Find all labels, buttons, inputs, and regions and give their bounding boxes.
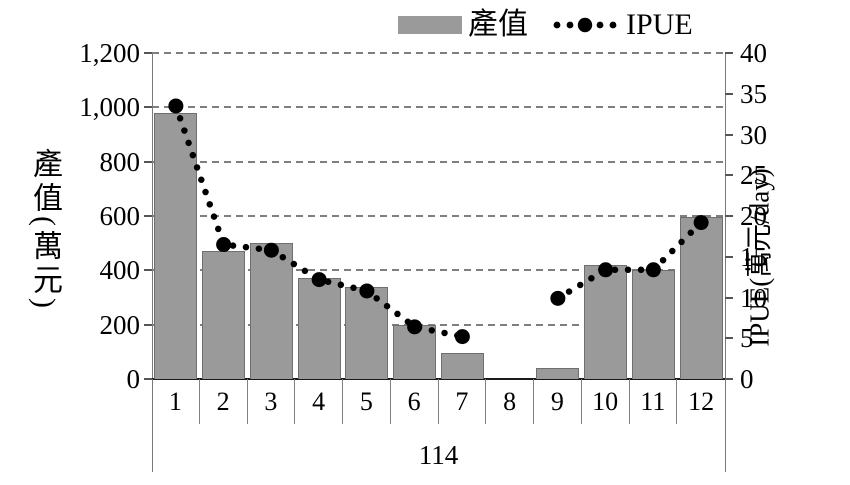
right-tick-mark <box>725 133 733 136</box>
plot-area <box>152 52 725 379</box>
bar-month-2 <box>202 251 246 379</box>
right-tick-mark <box>725 52 733 54</box>
right-tick-label: 20 <box>740 201 767 231</box>
right-tick-label: 40 <box>740 38 767 68</box>
left-tick-mark <box>144 269 152 272</box>
left-tick-mark <box>144 378 152 380</box>
right-tick-mark <box>725 215 733 217</box>
ipue-dotted-line <box>554 219 705 302</box>
ipue-marker-month-11 <box>645 262 661 278</box>
month-label-7: 7 <box>439 379 487 424</box>
legend: 產值 IPUE <box>398 6 693 44</box>
month-label-6: 6 <box>391 379 439 424</box>
right-tick-mark <box>725 92 733 95</box>
left-tick-label: 200 <box>99 309 141 340</box>
right-tick-mark <box>725 255 733 258</box>
bar-month-10 <box>584 264 628 379</box>
legend-line-marker-icon <box>553 17 617 33</box>
left-tick-mark <box>144 52 152 54</box>
bar-month-7 <box>440 353 484 379</box>
gridline <box>152 323 725 326</box>
left-tick-label: 1,000 <box>79 92 140 123</box>
legend-bar-label: 產值 <box>468 8 528 41</box>
ipue-marker-month-10 <box>598 262 614 278</box>
ipue-marker-month-3 <box>263 242 279 258</box>
left-tick-mark <box>144 323 152 326</box>
month-label-12: 12 <box>688 386 715 416</box>
month-label-11: 11 <box>630 379 678 424</box>
bar-month-12 <box>679 217 723 379</box>
left-tick-label: 0 <box>126 364 141 394</box>
right-tick-label: 35 <box>740 78 767 109</box>
ipue-marker-month-1 <box>168 98 184 114</box>
right-tick-label: 25 <box>740 160 767 191</box>
month-label-5: 5 <box>343 379 391 424</box>
ipue-dotted-line <box>172 102 466 340</box>
left-tick-label: 800 <box>99 146 141 177</box>
bar-month-11 <box>631 270 675 379</box>
legend-bar-swatch <box>398 16 462 34</box>
month-label-3: 3 <box>248 379 296 424</box>
gridline <box>152 160 725 163</box>
right-tick-mark <box>725 337 733 340</box>
left-tick-label: 1,200 <box>79 38 140 68</box>
left-tick-label: 600 <box>99 201 141 231</box>
month-label-9: 9 <box>534 379 582 424</box>
bar-month-9 <box>536 368 580 379</box>
right-tick-label: 15 <box>740 241 767 272</box>
left-tick-mark <box>144 106 152 109</box>
gridline <box>152 215 725 217</box>
month-label-2: 2 <box>200 379 248 424</box>
legend-line-label: IPUE <box>626 8 693 41</box>
gridline <box>152 52 725 54</box>
month-label-8: 8 <box>486 379 534 424</box>
left-axis-title: 產值(萬元) <box>28 148 61 312</box>
gridline <box>152 269 725 272</box>
right-tick-mark <box>725 378 733 380</box>
month-label-10: 10 <box>582 379 630 424</box>
ipue-line-layer <box>168 98 709 345</box>
axis-frame-line <box>725 379 726 472</box>
axis-frame-line <box>152 379 153 472</box>
ipue-marker-month-7 <box>454 329 470 345</box>
left-tick-label: 400 <box>99 255 141 286</box>
bar-month-3 <box>249 243 293 379</box>
right-tick-label: 0 <box>740 364 754 394</box>
right-tick-label: 5 <box>740 323 754 354</box>
ipue-marker-month-4 <box>311 272 327 288</box>
ipue-marker-month-12 <box>693 215 709 231</box>
right-tick-label: 10 <box>740 282 767 313</box>
left-tick-mark <box>144 160 152 163</box>
x-axis-line <box>150 378 727 380</box>
bar-month-1 <box>154 112 198 379</box>
gridline <box>152 106 725 109</box>
right-tick-mark <box>725 296 733 299</box>
left-tick-mark <box>144 215 152 217</box>
ipue-marker-month-6 <box>407 319 423 335</box>
ipue-marker-month-2 <box>216 237 232 253</box>
x-axis-group-label: 114 <box>418 440 459 470</box>
right-tick-mark <box>725 174 733 177</box>
bar-month-5 <box>345 286 389 379</box>
month-label-1: 1 <box>152 379 200 424</box>
month-label-4: 4 <box>295 379 343 424</box>
ipue-marker-month-9 <box>550 290 566 306</box>
bar-month-4 <box>297 278 341 379</box>
ipue-marker-month-5 <box>359 283 375 299</box>
right-tick-label: 30 <box>740 119 767 150</box>
